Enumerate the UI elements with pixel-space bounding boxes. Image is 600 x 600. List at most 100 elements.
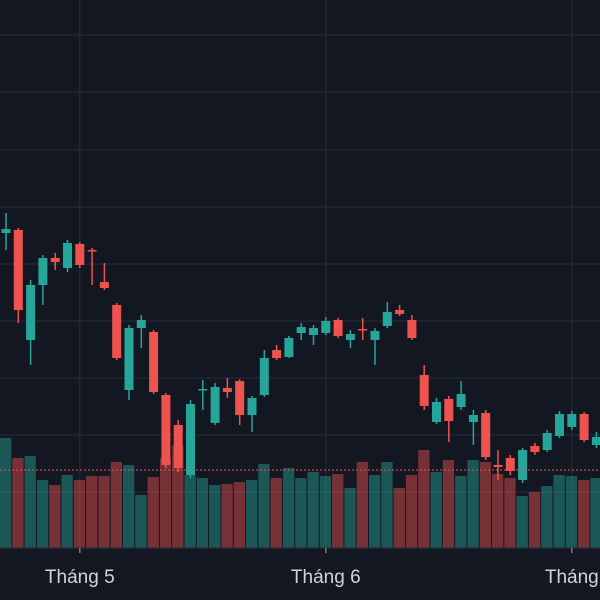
candle-body [468,415,478,422]
volume-bar [418,450,430,548]
candle-body [259,358,269,395]
volume-bar [246,480,258,548]
volume-bar [24,456,36,548]
candle-body [309,328,318,335]
volume-bar [135,495,147,548]
volume-bar [393,488,405,548]
volume-bar [12,458,24,548]
candle-body [198,389,208,391]
candle-body [247,398,257,415]
volume-bar [467,460,479,548]
volume-bar [442,460,455,548]
volume-bar [49,485,61,548]
candle-body [518,450,528,480]
candle-body [1,229,11,233]
candle-body [591,437,600,445]
candle-body [75,244,85,265]
volume-bar [86,476,98,548]
candle-body [136,320,146,328]
candle-body [382,312,392,326]
candle-body [63,243,72,268]
volume-bar [381,462,393,548]
volume-bar [61,475,73,548]
volume-bar [221,484,233,548]
volume-bar [233,482,245,548]
volume-bar [209,485,221,548]
candle-body [358,329,368,331]
candle-body [173,425,183,468]
volume-bar [270,478,282,548]
candle-body [161,395,171,465]
candle-body [567,414,577,427]
volume-bar [553,475,565,548]
candle-body [87,250,97,252]
candle-body [432,402,441,422]
candle-body [124,328,134,390]
x-tick-label: Tháng 5 [45,567,115,588]
candle-body [555,414,564,436]
candle-body [112,305,122,358]
volume-bar [159,458,172,548]
volume-bar [590,478,600,548]
candle-body [272,350,282,358]
volume-bar [356,462,368,548]
candle-body [419,375,429,406]
volume-bar [455,476,467,548]
candle-body [333,320,343,336]
volume-bar [344,488,356,548]
candle-body [481,413,491,457]
volume-bar [73,480,86,548]
volume-bar [307,472,319,548]
candle-body [505,458,515,471]
candle-body [370,331,380,340]
volume-bar [147,477,159,548]
volume-bar [528,492,541,548]
volume-bar [36,480,49,548]
volume-bar [319,476,332,548]
candle-body [530,446,540,452]
volume-bar [369,475,381,548]
volume-bar [504,478,516,548]
candle-body [13,230,23,310]
candle-body [444,399,454,421]
volume-bar [0,438,12,548]
volume-bar [405,475,418,548]
volume-bar [184,475,196,548]
candle-body [284,338,294,357]
candle-body [345,334,355,340]
candle-body [149,332,159,392]
candle-body [493,465,503,467]
candle-body [456,394,466,407]
volume-bar [172,445,184,548]
candle-body [99,282,109,288]
volume-bar [295,478,307,548]
volume-bar [258,464,270,548]
volume-bar [98,476,110,548]
candle-body [407,320,417,338]
volume-bar [479,462,491,548]
candle-body [222,388,232,392]
candle-body [579,414,589,440]
candle-body [542,433,552,450]
volume-bar [430,472,442,548]
volume-bar [565,476,578,548]
candle-body [210,387,220,423]
candle-body [50,258,60,262]
volume-bar [196,478,209,548]
candle-body [395,310,405,314]
volume-bar [516,496,528,548]
volume-bar [541,486,553,548]
x-tick-label: Tháng [545,567,599,588]
volume-bar [578,480,590,548]
candle-body [38,258,48,285]
candle-body [296,327,306,333]
volume-bar [492,474,504,548]
candle-body [186,404,195,475]
candle-body [26,285,36,340]
volume-bar [282,468,295,548]
volume-bar [123,465,135,548]
volume-bar [332,474,344,548]
candle-body [235,381,245,415]
